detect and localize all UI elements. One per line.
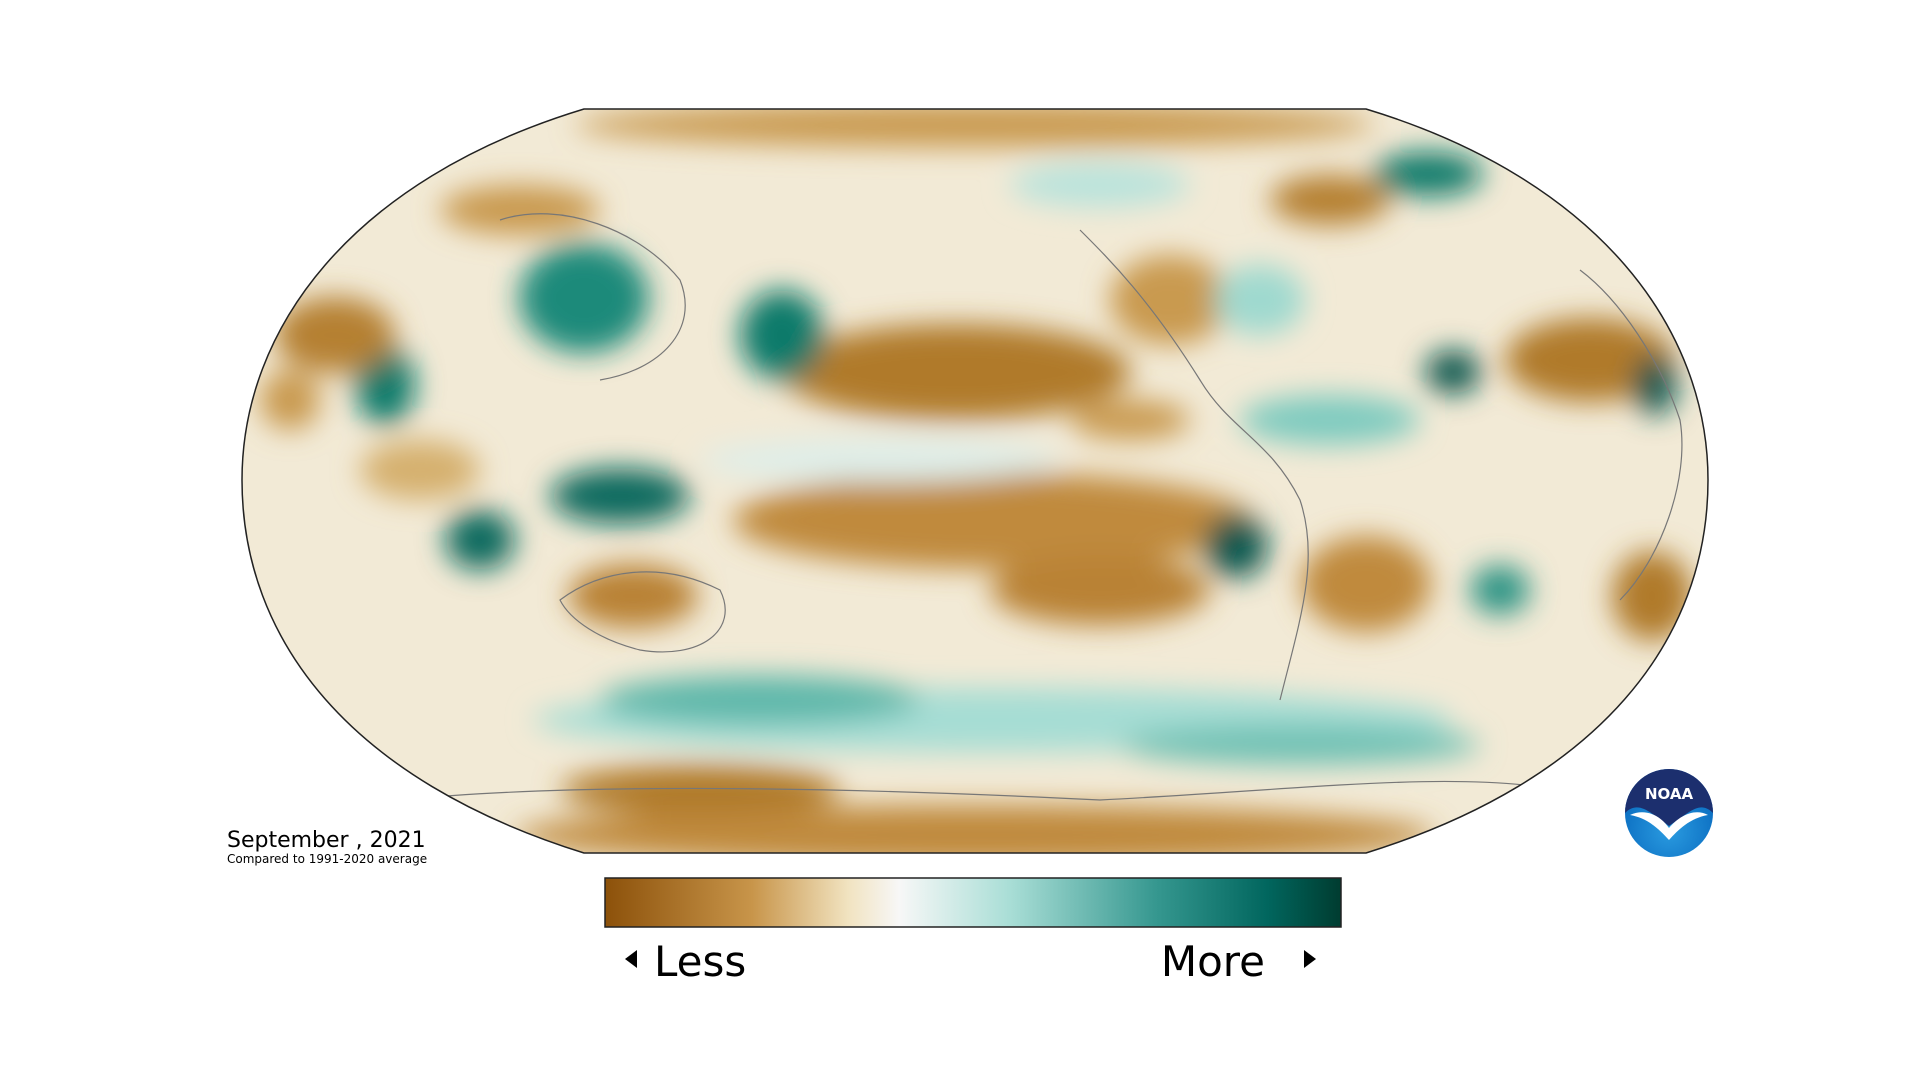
legend-arrow-right: [1304, 950, 1316, 968]
anomaly-field: [242, 109, 1708, 853]
legend-less: Less: [654, 937, 746, 986]
legend-arrow-left: [625, 950, 637, 968]
map-outline: [241, 108, 1709, 854]
legend-bar: [604, 877, 1342, 928]
coastlines: [399, 213, 1683, 801]
legend-more: More: [1161, 937, 1265, 986]
map-subtitle: Compared to 1991-2020 average: [227, 852, 427, 866]
logo-text: NOAA: [1645, 785, 1694, 803]
noaa-logo: NOAA: [1625, 769, 1713, 857]
map-date: September , 2021: [227, 828, 426, 853]
